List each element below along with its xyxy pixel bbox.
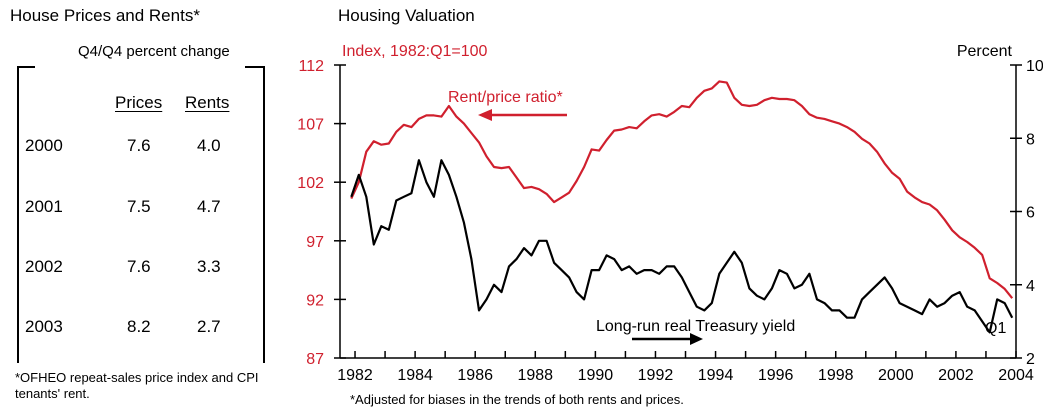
x-axis-tick-label: 1994 [698, 367, 734, 384]
chart-title: Housing Valuation [338, 6, 475, 25]
row-rents: 4.7 [197, 197, 221, 216]
right-axis-tick-label: 10 [1026, 58, 1043, 75]
x-axis-tick-label: 1988 [517, 367, 553, 384]
rent-price-arrow-head [478, 109, 492, 121]
right-axis-tick-label: 8 [1026, 131, 1035, 148]
row-prices: 7.6 [127, 257, 151, 276]
left-axis-tick-label: 102 [297, 175, 324, 192]
x-axis-tick-label: 1984 [397, 367, 433, 384]
right-axis-tick-label: 6 [1026, 205, 1035, 222]
x-axis-tick-label: 2004 [998, 367, 1034, 384]
left-axis-tick-label: 107 [297, 117, 324, 134]
right-axis-tick-label: 2 [1026, 351, 1035, 368]
x-axis-tick-label: 1990 [578, 367, 614, 384]
row-prices: 8.2 [127, 317, 151, 336]
row-year: 2001 [25, 197, 63, 216]
x-axis-tick-label: 1996 [758, 367, 794, 384]
x-axis-tick-label: 2002 [938, 367, 974, 384]
end-label-q1: Q1 [985, 320, 1006, 337]
x-axis-tick-label: 1998 [818, 367, 854, 384]
series-label-treasury-yield: Long-run real Treasury yield [596, 318, 795, 335]
left-panel-subtitle: Q4/Q4 percent change [78, 43, 230, 60]
left-axis-tick-label: 92 [306, 292, 324, 309]
right-axis-tick-label: 4 [1026, 278, 1035, 295]
left-panel-title: House Prices and Rents* [10, 6, 200, 25]
table-frame [17, 66, 265, 363]
left-axis-tick-label: 87 [306, 351, 324, 368]
frame-tick-top-right [245, 66, 263, 68]
row-rents: 2.7 [197, 317, 221, 336]
x-axis-tick-label: 2000 [878, 367, 914, 384]
left-axis-tick-label: 97 [306, 234, 324, 251]
series-line-rent-price-ratio [350, 80, 1014, 299]
column-header-rents: Rents [185, 93, 230, 112]
column-header-prices: Prices [115, 93, 163, 112]
x-axis-tick-label: 1992 [638, 367, 674, 384]
row-prices: 7.6 [127, 136, 151, 155]
series-line-real-treasury-yield [350, 159, 1014, 334]
row-year: 2000 [25, 136, 63, 155]
left-panel-footnote: *OFHEO repeat-sales price index and CPI … [15, 370, 259, 401]
x-axis-tick-label: 1986 [457, 367, 493, 384]
row-prices: 7.5 [127, 197, 151, 216]
frame-tick-top-left [17, 66, 35, 68]
treasury-arrow-head [690, 333, 703, 345]
row-rents: 3.3 [197, 257, 221, 276]
chart-footnote: *Adjusted for biases in the trends of bo… [350, 392, 684, 407]
left-axis-tick-label: 112 [298, 58, 324, 75]
right-axis-label: Percent [957, 43, 1013, 60]
row-rents: 4.0 [197, 136, 221, 155]
x-axis-tick-label: 1982 [337, 367, 373, 384]
series-label-rent-price-ratio: Rent/price ratio* [448, 89, 563, 106]
left-axis-label: Index, 1982:Q1=100 [342, 43, 488, 60]
row-year: 2002 [25, 257, 63, 276]
row-year: 2003 [25, 317, 63, 336]
